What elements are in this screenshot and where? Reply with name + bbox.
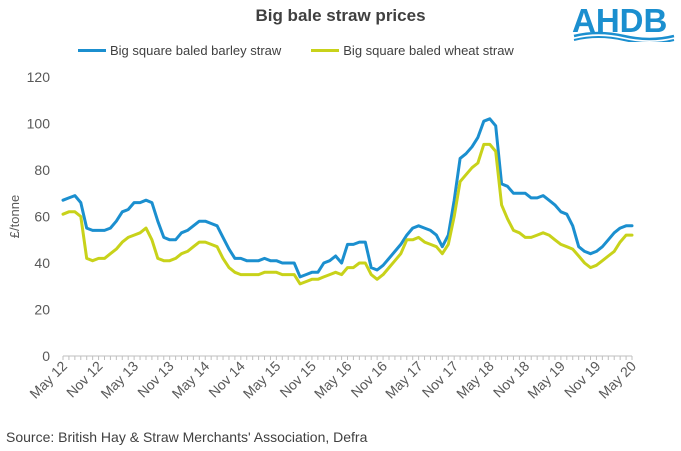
x-tick-label: May 18: [453, 358, 497, 402]
x-tick-label: May 14: [169, 358, 213, 402]
chart-title: Big bale straw prices: [255, 6, 426, 25]
x-tick-label: May 20: [595, 358, 639, 402]
ahdb-logo: AHDB: [572, 2, 675, 42]
x-tick-label: May 13: [97, 358, 141, 402]
x-tick-label: May 19: [524, 358, 568, 402]
legend-item-wheat: Big square baled wheat straw: [311, 43, 514, 58]
x-tick-label: Nov 18: [490, 358, 533, 401]
legend-swatch-wheat: [311, 49, 340, 52]
x-tick-label: Nov 15: [276, 358, 319, 401]
y-tick-label: 120: [27, 69, 51, 85]
source-note: Source: British Hay & Straw Merchants' A…: [6, 429, 368, 445]
x-tick-label: Nov 13: [134, 358, 177, 401]
y-tick-label: 40: [34, 255, 50, 271]
x-tick-label: Nov 16: [348, 358, 391, 401]
y-tick-label: 20: [34, 302, 50, 318]
x-tick-label: Nov 17: [419, 358, 462, 401]
y-tick-label: 60: [34, 209, 50, 225]
legend-swatch-barley: [78, 49, 106, 52]
x-tick-label: Nov 19: [561, 358, 604, 401]
y-tick-label: 100: [27, 116, 51, 132]
legend-label-barley: Big square baled barley straw: [110, 43, 282, 58]
y-tick-label: 80: [34, 162, 50, 178]
legend-item-barley: Big square baled barley straw: [78, 43, 281, 58]
x-tick-label: Nov 12: [63, 358, 106, 401]
x-tick-label: May 12: [26, 358, 70, 402]
x-tick-label: May 16: [311, 358, 355, 402]
series-line-wheat: [61, 142, 634, 286]
x-tick-label: May 15: [240, 358, 284, 402]
series-line-barley: [61, 117, 634, 279]
y-axis-label: £/tonne: [7, 195, 22, 238]
x-tick-label: Nov 14: [205, 358, 248, 401]
chart-legend: Big square baled barley straw Big square…: [78, 43, 544, 58]
x-tick-label: May 17: [382, 358, 426, 402]
legend-label-wheat: Big square baled wheat straw: [343, 43, 514, 58]
y-tick-label: 0: [42, 348, 50, 364]
